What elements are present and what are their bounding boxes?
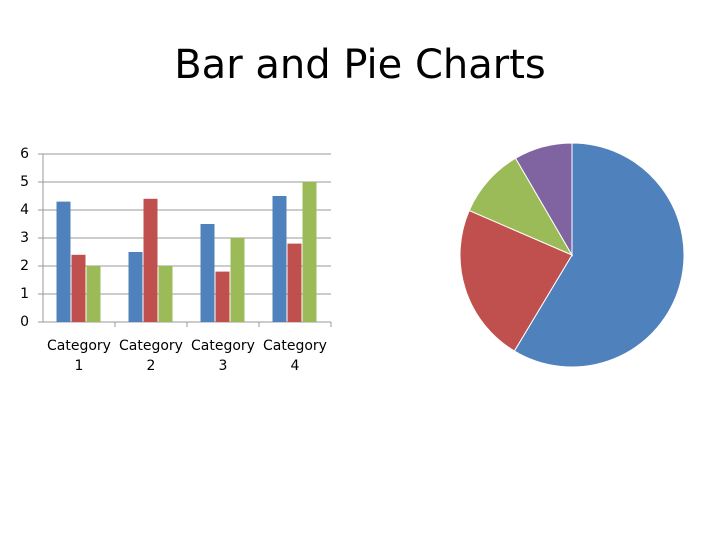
bar (158, 266, 173, 322)
bar (143, 198, 158, 322)
slide-title: Bar and Pie Charts (174, 42, 546, 88)
y-tick-label: 0 (20, 314, 29, 330)
y-tick-label: 6 (20, 146, 29, 162)
pie-slice (514, 142, 573, 257)
pie-slice (468, 157, 574, 257)
pie-slice (513, 142, 685, 368)
y-tick-label: 5 (20, 174, 29, 190)
bar (128, 252, 143, 322)
y-tick-label: 1 (20, 286, 29, 302)
bar (71, 254, 86, 322)
x-tick-label: Category 1 (47, 338, 111, 374)
bar (230, 238, 245, 322)
x-tick-label: Category 4 (263, 338, 327, 374)
bar (86, 266, 101, 322)
y-tick-label: 4 (20, 202, 29, 218)
y-tick-label: 3 (20, 230, 29, 246)
y-tick-label: 2 (20, 258, 29, 274)
bar (287, 243, 302, 322)
x-tick-label: Category 3 (191, 338, 255, 374)
bar (200, 224, 215, 322)
bar (215, 271, 230, 322)
bar (272, 196, 287, 322)
bar (56, 201, 71, 322)
bar (302, 182, 317, 322)
x-tick-label: Category 2 (119, 338, 183, 374)
pie-slice (459, 209, 573, 352)
